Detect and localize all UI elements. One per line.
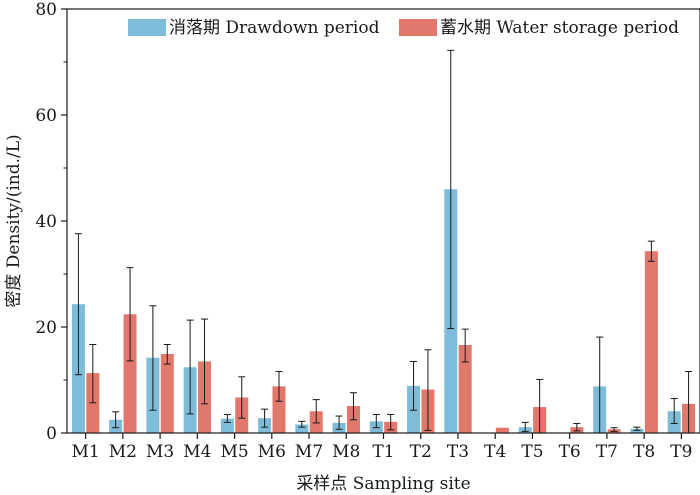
bar-storage-M3 [160,354,174,433]
x-axis-title: 采样点 Sampling site [296,474,470,494]
legend-label-storage: 蓄水期 Water storage period [440,18,679,38]
x-tick-label: M2 [109,442,137,462]
x-tick-label: T7 [596,442,618,462]
x-tick-label: M1 [72,442,100,462]
y-axis: 0 20 40 60 80 [35,0,67,444]
bars-layer [71,189,696,433]
x-tick-label: M3 [146,442,174,462]
bar-storage-M2 [123,314,137,433]
legend-swatch-drawdown [128,19,166,36]
y-tick-label: 20 [35,318,57,338]
y-tick-label: 60 [35,106,57,126]
x-tick-label: T1 [372,442,394,462]
x-axis: M1 M2 M3 M4 M5 M6 M7 M8 T1 T2 T3 T4 T5 T6 T7 T8 T9 [72,433,692,462]
bar-drawdown-M7 [295,424,309,433]
x-tick-label: M7 [295,442,323,462]
bar-storage-T3 [458,345,472,433]
x-tick-label: M6 [258,442,286,462]
bar-drawdown-T8 [630,428,644,433]
y-axis-title: 密度 Density/(ind./L) [4,134,24,307]
bar-storage-M6 [272,386,286,433]
bar-storage-T4 [495,427,509,433]
x-tick-label: M5 [220,442,248,462]
x-tick-label: T3 [447,442,469,462]
x-tick-label: T6 [559,442,581,462]
error-bars-layer [74,49,693,434]
x-tick-label: T4 [484,442,506,462]
x-tick-label: T5 [521,442,543,462]
x-tick-label: T8 [633,442,655,462]
legend: 消落期 Drawdown period 蓄水期 Water storage per… [128,18,679,38]
y-tick-label: 40 [35,212,57,232]
bar-storage-T8 [644,251,658,433]
x-tick-label: T2 [410,442,432,462]
x-tick-label: M8 [332,442,360,462]
legend-swatch-storage [399,19,437,36]
y-tick-label: 0 [46,424,57,444]
y-tick-label: 80 [35,0,57,20]
x-tick-label: T9 [670,442,692,462]
legend-label-drawdown: 消落期 Drawdown period [169,18,380,38]
x-tick-label: M4 [183,442,211,462]
